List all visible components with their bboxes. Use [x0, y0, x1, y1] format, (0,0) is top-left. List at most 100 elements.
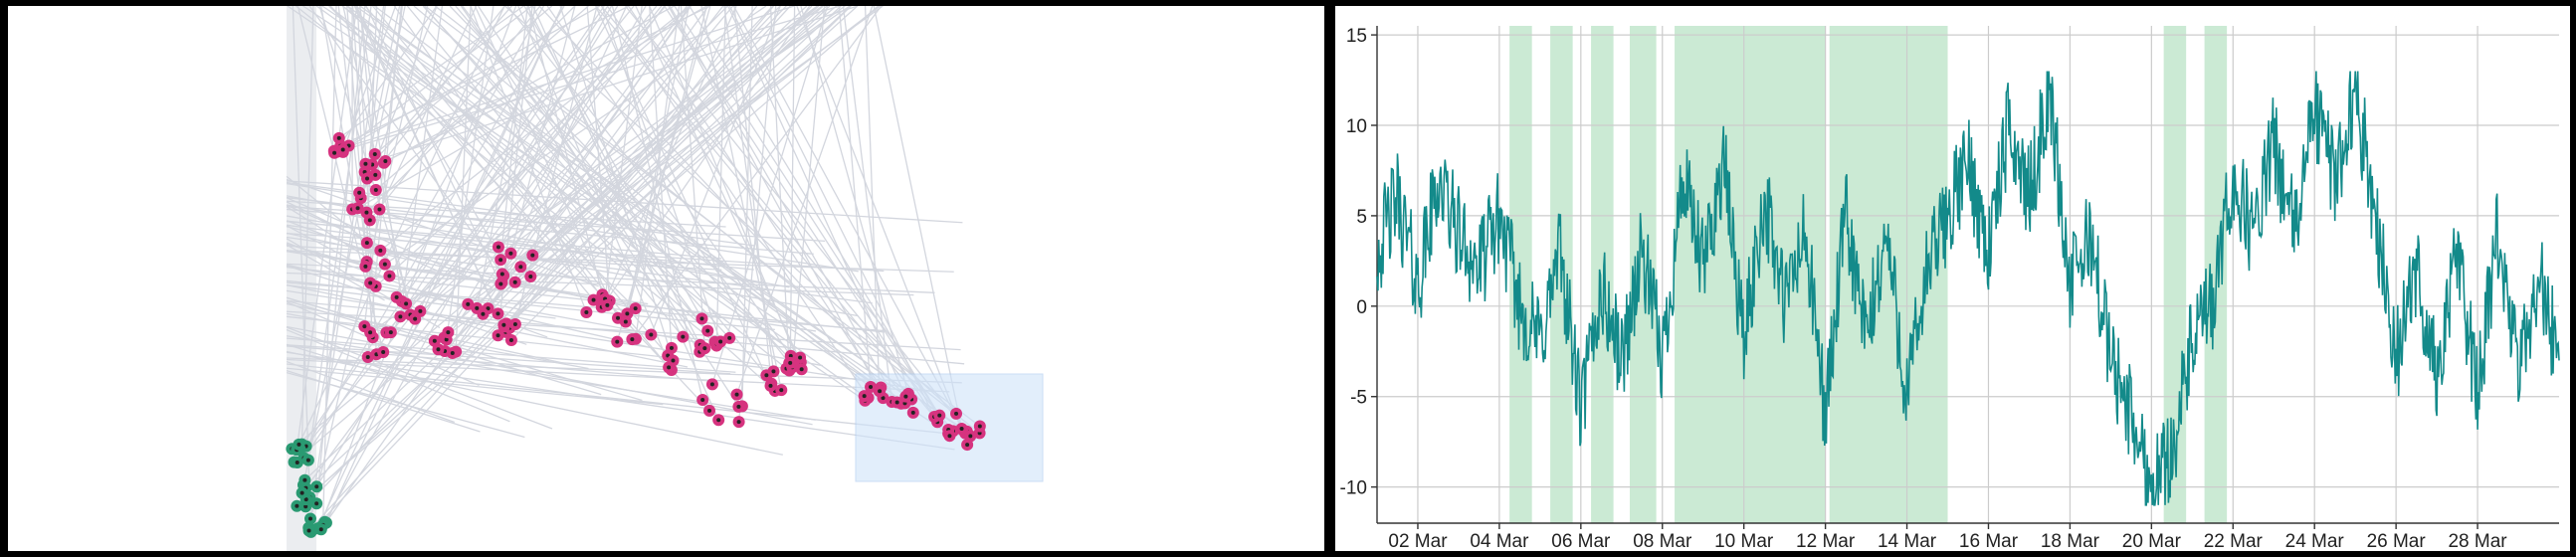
scatter-dot[interactable]	[775, 384, 788, 397]
scatter-dot[interactable]	[874, 385, 887, 398]
scatter-dot[interactable]	[626, 333, 639, 346]
scatter-dot[interactable]	[495, 278, 507, 290]
scatter-dot[interactable]	[310, 497, 323, 510]
scatter-dot[interactable]	[369, 184, 382, 197]
scatter-dot[interactable]	[414, 304, 427, 317]
scatter-dot[interactable]	[950, 407, 963, 420]
scatter-dot[interactable]	[314, 523, 327, 536]
scatter-dot[interactable]	[858, 390, 871, 403]
scatter-dot[interactable]	[899, 390, 912, 403]
scatter-dot[interactable]	[504, 247, 517, 260]
scatter-dot[interactable]	[705, 378, 718, 391]
scatter-dot[interactable]	[906, 406, 919, 419]
scatter-dot[interactable]	[301, 454, 314, 466]
scatter-dot[interactable]	[360, 206, 373, 219]
x-tick-label: 14 Mar	[1878, 531, 1937, 551]
scatter-dot[interactable]	[712, 414, 725, 427]
scatter-dot[interactable]	[587, 293, 600, 306]
scatter-dot[interactable]	[865, 381, 878, 394]
scatter-dot[interactable]	[364, 326, 377, 339]
scatter-dot[interactable]	[383, 270, 396, 282]
bundle-line	[354, 6, 963, 431]
scatter-dot[interactable]	[611, 335, 624, 348]
scatter-dot[interactable]	[732, 400, 745, 413]
scatter-dot[interactable]	[764, 379, 777, 392]
scatter-dot[interactable]	[442, 326, 455, 339]
scatter-dot[interactable]	[360, 237, 373, 250]
scatter-dot[interactable]	[293, 438, 305, 451]
scatter-dot[interactable]	[964, 430, 977, 443]
scatter-dot[interactable]	[432, 343, 445, 356]
scatter-dot[interactable]	[291, 456, 303, 468]
scatter-dot[interactable]	[973, 420, 986, 433]
scatter-dot[interactable]	[400, 297, 413, 310]
scatter-dot[interactable]	[508, 276, 521, 288]
scatter-dot[interactable]	[703, 404, 716, 417]
scatter-dot[interactable]	[714, 335, 727, 348]
scatter-dot-center	[702, 346, 707, 351]
scatter-dot-center	[398, 314, 403, 319]
scatter-dot-center	[297, 442, 301, 447]
scatter-dot[interactable]	[492, 241, 504, 254]
scatter-dot[interactable]	[580, 306, 593, 319]
scatter-dot[interactable]	[663, 361, 676, 374]
scatter-dot[interactable]	[508, 318, 521, 331]
scatter-dot[interactable]	[891, 396, 903, 409]
scatter-dot[interactable]	[462, 297, 475, 310]
scatter-dot[interactable]	[492, 307, 504, 320]
scatter-dot[interactable]	[364, 277, 377, 289]
scatter-dot[interactable]	[353, 186, 366, 199]
scatter-dot[interactable]	[379, 155, 392, 168]
scatter-dot[interactable]	[701, 324, 714, 337]
scatter-dot[interactable]	[471, 301, 484, 314]
shaded-range	[1509, 26, 1532, 523]
scatter-dot[interactable]	[361, 172, 374, 185]
scatter-dot[interactable]	[732, 416, 745, 429]
scatter-dot[interactable]	[378, 258, 391, 271]
scatter-dot[interactable]	[384, 326, 397, 339]
scatter-dot[interactable]	[377, 345, 390, 358]
scatter-dot[interactable]	[351, 202, 364, 215]
scatter-dot[interactable]	[497, 318, 510, 331]
scatter-dot[interactable]	[795, 363, 808, 376]
scatter-dot[interactable]	[730, 388, 743, 401]
scatter-dot[interactable]	[723, 331, 736, 344]
scatter-dot[interactable]	[373, 203, 386, 216]
scatter-dot[interactable]	[291, 499, 303, 512]
scatter-dot[interactable]	[336, 143, 349, 156]
scatter-dot[interactable]	[784, 356, 797, 369]
scatter-dot[interactable]	[394, 310, 407, 323]
scatter-dot[interactable]	[446, 347, 459, 360]
scatter-dot[interactable]	[368, 148, 381, 161]
scatter-dot[interactable]	[955, 423, 968, 436]
scatter-dot[interactable]	[495, 268, 508, 280]
scatter-dot[interactable]	[645, 328, 658, 341]
scatter-dot[interactable]	[943, 430, 956, 443]
scatter-dot[interactable]	[696, 394, 709, 407]
scatter-dot[interactable]	[359, 157, 372, 170]
scatter-dot[interactable]	[677, 330, 690, 343]
scatter-dot[interactable]	[374, 244, 387, 257]
bundle-scatter-svg[interactable]	[8, 6, 1324, 551]
scatter-dot[interactable]	[390, 290, 403, 303]
scatter-dot[interactable]	[619, 315, 632, 328]
scatter-dot[interactable]	[601, 298, 614, 311]
scatter-dot[interactable]	[760, 369, 773, 382]
scatter-dot[interactable]	[524, 271, 537, 283]
scatter-dot[interactable]	[933, 409, 946, 422]
scatter-dot[interactable]	[695, 312, 708, 325]
scatter-dot[interactable]	[698, 342, 711, 355]
scatter-dot[interactable]	[504, 333, 517, 346]
parallel-lines-scatter-panel[interactable]	[8, 6, 1324, 551]
scatter-dot[interactable]	[526, 249, 539, 262]
scatter-dot[interactable]	[514, 261, 527, 274]
scatter-dot[interactable]	[359, 260, 372, 273]
scatter-dot[interactable]	[310, 480, 323, 493]
time-series-panel[interactable]: 15 10 5 0 -5 -10 02 Mar 04 Mar 06 Mar 08 Mar 10 Ma…	[1335, 6, 2570, 551]
scatter-dot[interactable]	[302, 524, 315, 537]
scatter-dot[interactable]	[629, 302, 642, 315]
scatter-dot[interactable]	[495, 254, 507, 267]
scatter-dot[interactable]	[303, 512, 316, 525]
time-series-svg[interactable]: 15 10 5 0 -5 -10 02 Mar 04 Mar 06 Mar 08 Mar 10 Ma…	[1335, 6, 2570, 551]
scatter-dot[interactable]	[296, 486, 308, 499]
